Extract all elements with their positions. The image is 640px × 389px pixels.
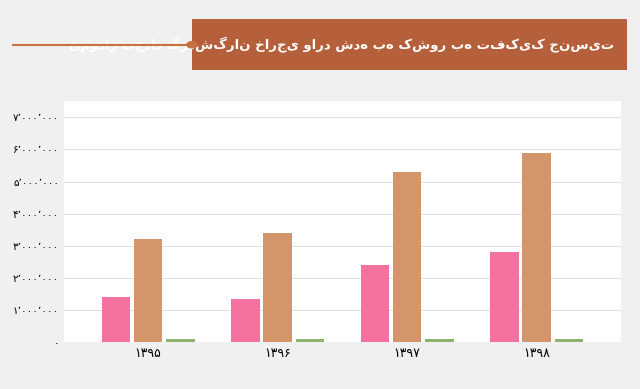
Bar [134, 239, 163, 342]
Bar [425, 339, 454, 342]
Bar [393, 172, 421, 342]
Bar [522, 152, 551, 342]
Bar [102, 297, 130, 342]
Bar [296, 339, 324, 342]
Bar [360, 265, 389, 342]
Bar [555, 339, 583, 342]
Bar [166, 339, 195, 342]
Text: نمودار تعداد گردشگران خارجی وارد شده به کشور به تفکیک جنسیت: نمودار تعداد گردشگران خارجی وارد شده به … [69, 37, 614, 53]
Bar [264, 233, 292, 342]
Bar [490, 252, 518, 342]
Bar [231, 299, 260, 342]
